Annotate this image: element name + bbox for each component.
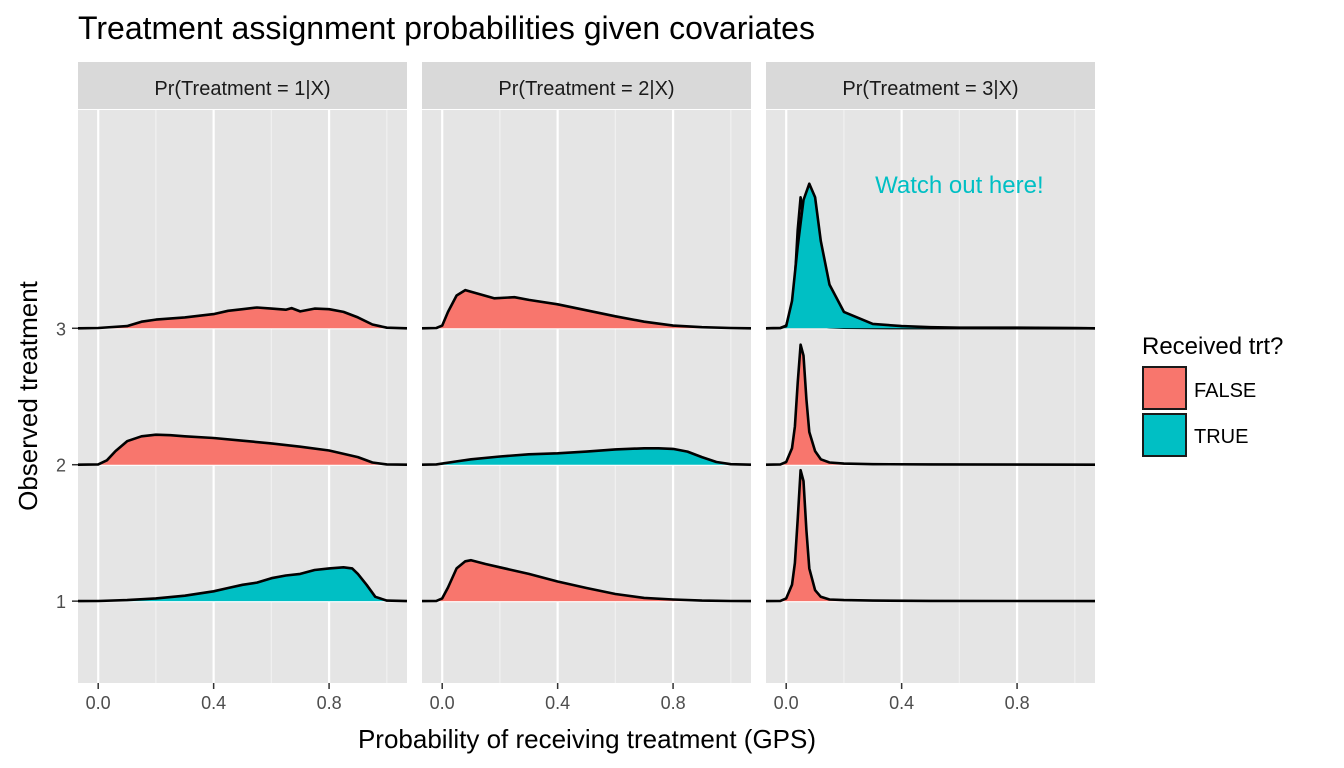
facet-strip <box>78 62 407 109</box>
legend-label-true: TRUE <box>1194 426 1248 448</box>
facet-panel: Pr(Treatment = 1|X) 0.0 0.4 0.8 1 2 3 <box>56 62 408 713</box>
legend-label-false: FALSE <box>1194 380 1256 402</box>
legend: Received trt? FALSE TRUE <box>1142 333 1283 457</box>
density-ridge-fill <box>766 470 1095 602</box>
x-tick-label: 0.0 <box>430 693 455 713</box>
x-tick-label: 0.4 <box>889 693 914 713</box>
y-tick-label: 3 <box>56 319 66 339</box>
density-ridge-fill <box>766 344 1095 465</box>
density-ridge-fill <box>78 434 407 465</box>
x-axis-title: Probability of receiving treatment (GPS) <box>358 724 816 754</box>
density-ridge-outline <box>421 447 752 466</box>
density-ridge-fill <box>766 183 1095 329</box>
y-tick-label: 1 <box>56 592 66 612</box>
x-tick-label: 0.8 <box>661 693 686 713</box>
x-tick-label: 0.0 <box>774 693 799 713</box>
density-ridge-fill <box>78 567 407 602</box>
density-ridge-outline <box>421 558 752 603</box>
density-ridge-fill <box>422 560 751 602</box>
x-tick-label: 0.8 <box>1005 693 1030 713</box>
facet-panel: Pr(Treatment = 2|X) 0.0 0.4 0.8 <box>421 62 752 713</box>
annotation-label: Watch out here! <box>875 172 1044 199</box>
x-tick-label: 0.4 <box>201 693 226 713</box>
legend-key-true <box>1142 413 1187 457</box>
density-ridge-outline <box>765 343 1096 466</box>
facet-panel: Pr(Treatment = 3|X) 0.0 0.4 0.8 Watch out he… <box>765 62 1096 713</box>
y-axis-title: Observed treatment <box>13 280 43 511</box>
legend-title: Received trt? <box>1142 333 1283 360</box>
facet-strip-label: Pr(Treatment = 3|X) <box>842 78 1018 100</box>
facet-strip <box>766 62 1095 109</box>
density-ridge-outline <box>765 468 1096 603</box>
chart-title: Treatment assignment probabilities given… <box>78 10 815 46</box>
density-ridge-outline <box>765 182 1096 330</box>
facet-strip-label: Pr(Treatment = 2|X) <box>498 78 674 100</box>
density-ridge-outline <box>421 288 752 330</box>
x-tick-label: 0.4 <box>545 693 570 713</box>
density-ridge-fill <box>422 290 751 329</box>
density-ridge-outline <box>77 306 408 330</box>
density-ridge-outline <box>77 566 408 603</box>
density-ridge-fill <box>78 307 407 329</box>
facet-strip <box>422 62 751 109</box>
x-tick-label: 0.8 <box>317 693 342 713</box>
density-ridge-outline <box>77 433 408 466</box>
x-tick-label: 0.0 <box>86 693 111 713</box>
facet-panels: Pr(Treatment = 1|X)0.0 0.4 0.8123Pr(Treatm… <box>56 62 1096 713</box>
legend-key-false <box>1142 366 1187 410</box>
y-tick-label: 2 <box>56 456 66 476</box>
facet-strip-label: Pr(Treatment = 1|X) <box>154 78 330 100</box>
density-ridge-fill <box>422 448 751 465</box>
panel-background <box>766 110 1095 683</box>
